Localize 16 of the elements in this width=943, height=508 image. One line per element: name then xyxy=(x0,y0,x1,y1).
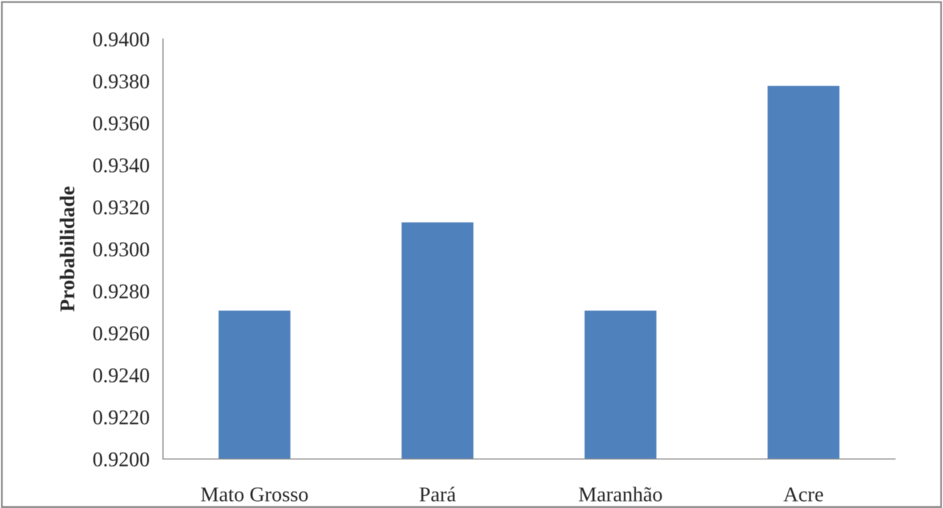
y-tick-label: 0.9320 xyxy=(93,200,150,215)
y-tick-label: 0.9400 xyxy=(93,32,150,47)
y-tick-label: 0.9380 xyxy=(93,74,150,89)
y-tick-label: 0.9240 xyxy=(93,368,150,383)
y-tick-label: 0.9340 xyxy=(93,158,150,173)
x-tick-label: Acre xyxy=(783,487,824,502)
x-tick-label: Pará xyxy=(420,486,456,502)
y-tick-label: 0.9280 xyxy=(93,284,150,299)
y-tick-label: 0.9360 xyxy=(93,116,150,131)
y-tick-label: 0.9200 xyxy=(93,452,150,467)
y-axis-title: Probabilidade xyxy=(60,186,74,312)
x-tick-label: Mato Grosso xyxy=(200,487,308,502)
y-tick-label: 0.9220 xyxy=(93,410,150,425)
y-tick-label: 0.9260 xyxy=(93,326,150,341)
y-tick-label: 0.9300 xyxy=(93,242,150,257)
x-tick-label: Maranhão xyxy=(578,486,662,502)
